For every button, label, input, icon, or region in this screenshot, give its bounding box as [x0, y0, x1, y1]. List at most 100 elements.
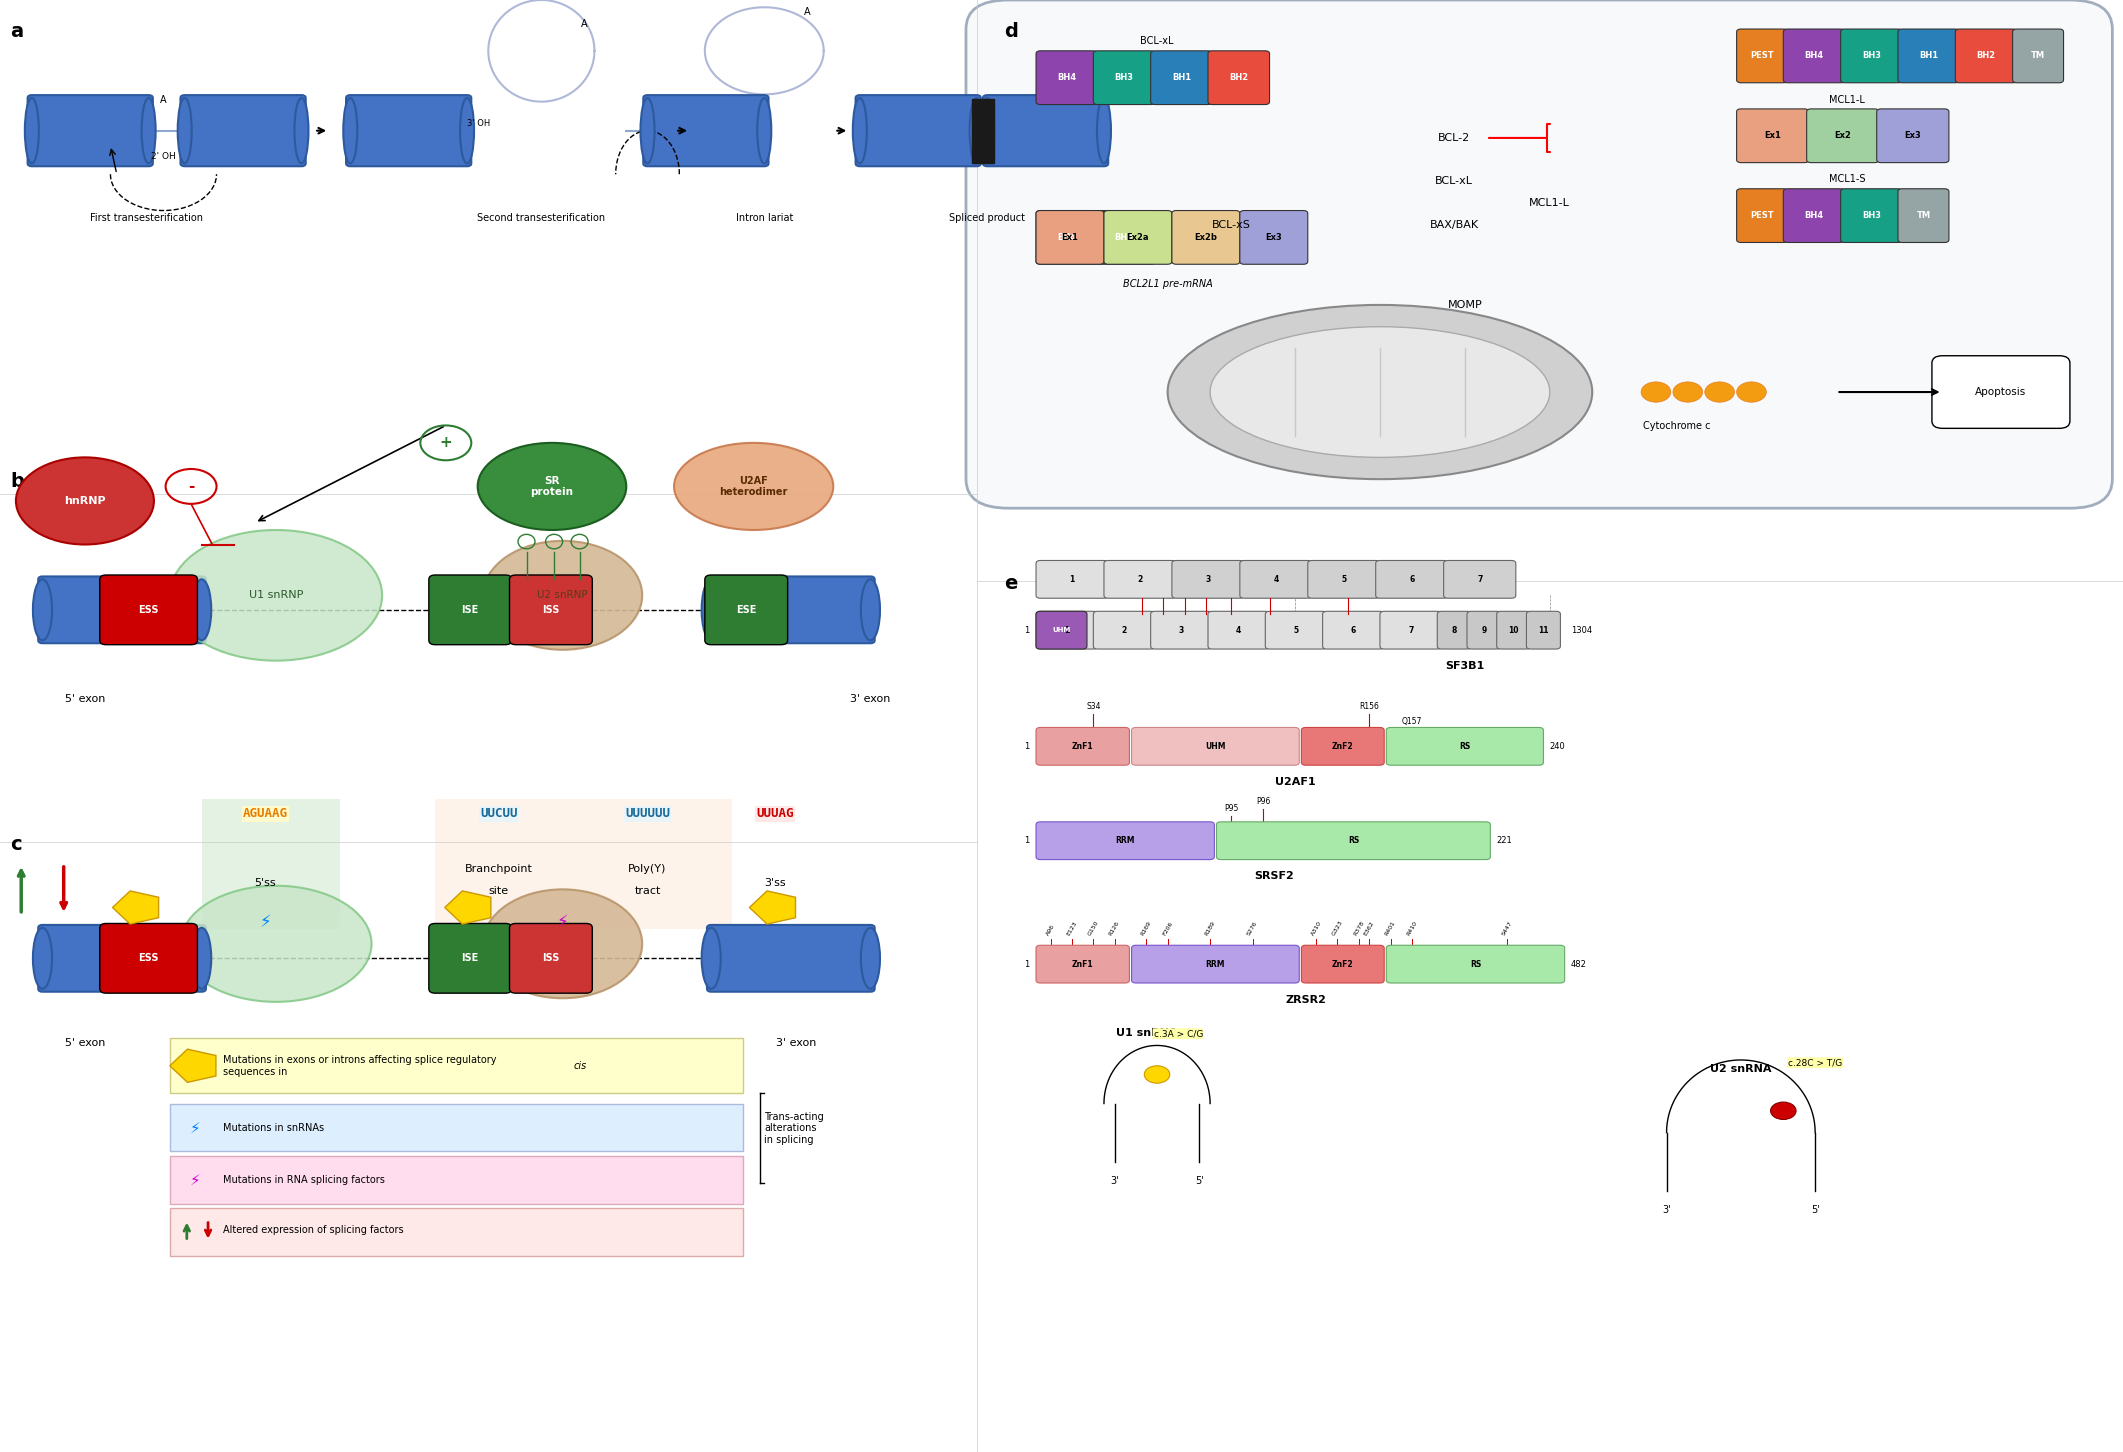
- Text: Ex3: Ex3: [1265, 232, 1282, 242]
- Text: c.3A > C/G: c.3A > C/G: [1153, 1029, 1204, 1038]
- Text: Mutations in snRNAs: Mutations in snRNAs: [223, 1124, 325, 1133]
- FancyBboxPatch shape: [1437, 611, 1471, 649]
- Text: 7: 7: [1478, 575, 1482, 584]
- FancyBboxPatch shape: [346, 94, 471, 166]
- Text: U1 snRNP: U1 snRNP: [248, 591, 304, 600]
- FancyBboxPatch shape: [1036, 945, 1129, 983]
- FancyBboxPatch shape: [2013, 29, 2064, 83]
- Ellipse shape: [484, 889, 641, 999]
- Text: BH4: BH4: [1057, 73, 1076, 83]
- Text: 2: 2: [1121, 626, 1127, 635]
- Text: R189: R189: [1204, 921, 1216, 937]
- Text: c: c: [11, 835, 21, 854]
- Text: P95: P95: [1225, 804, 1238, 813]
- FancyBboxPatch shape: [100, 575, 197, 645]
- Ellipse shape: [170, 530, 382, 661]
- Text: R410: R410: [1405, 921, 1418, 937]
- Text: ZnF2: ZnF2: [1331, 960, 1354, 968]
- Ellipse shape: [1098, 99, 1110, 164]
- FancyBboxPatch shape: [1877, 109, 1949, 163]
- Text: ISE: ISE: [461, 954, 480, 963]
- Text: S276: S276: [1246, 921, 1259, 937]
- Text: U2AF
heterodimer: U2AF heterodimer: [720, 476, 788, 497]
- FancyBboxPatch shape: [1104, 560, 1176, 598]
- FancyBboxPatch shape: [1036, 611, 1087, 649]
- Text: ESS: ESS: [138, 605, 159, 614]
- FancyBboxPatch shape: [1807, 109, 1879, 163]
- FancyBboxPatch shape: [1308, 560, 1380, 598]
- Text: 221: 221: [1497, 836, 1512, 845]
- FancyBboxPatch shape: [1132, 945, 1299, 983]
- Circle shape: [1641, 382, 1671, 402]
- FancyBboxPatch shape: [510, 923, 592, 993]
- FancyBboxPatch shape: [180, 94, 306, 166]
- FancyBboxPatch shape: [1376, 560, 1448, 598]
- FancyBboxPatch shape: [1898, 29, 1960, 83]
- Ellipse shape: [142, 99, 155, 164]
- Text: UHM: UHM: [1053, 627, 1070, 633]
- FancyBboxPatch shape: [983, 94, 1108, 166]
- Ellipse shape: [180, 886, 372, 1002]
- Text: UUUUUU: UUUUUU: [624, 807, 671, 820]
- Text: K666: K666: [1195, 575, 1216, 595]
- Bar: [170, 1104, 743, 1151]
- Text: Ex2a: Ex2a: [1127, 232, 1149, 242]
- Ellipse shape: [344, 99, 357, 164]
- Text: +: +: [439, 436, 452, 450]
- Text: TM: TM: [1917, 211, 1930, 221]
- Text: TM: TM: [2032, 51, 2044, 61]
- Text: F206: F206: [1161, 921, 1174, 937]
- Text: P96: P96: [1257, 797, 1270, 806]
- Text: 1304: 1304: [1571, 626, 1592, 635]
- FancyBboxPatch shape: [1036, 611, 1098, 649]
- FancyBboxPatch shape: [1240, 211, 1308, 264]
- Text: BH1: BH1: [1919, 51, 1938, 61]
- Text: RS: RS: [1348, 836, 1359, 845]
- Text: a: a: [11, 22, 23, 41]
- Text: Ex3: Ex3: [1904, 131, 1921, 141]
- FancyBboxPatch shape: [1093, 51, 1155, 105]
- Text: A: A: [580, 19, 588, 29]
- Text: 1: 1: [1070, 575, 1074, 584]
- Text: MCL1-S: MCL1-S: [1828, 174, 1866, 184]
- Ellipse shape: [193, 928, 210, 989]
- Text: 1: 1: [1025, 626, 1030, 635]
- Text: R126: R126: [1108, 921, 1121, 937]
- Text: cis: cis: [573, 1061, 586, 1070]
- Text: Branchpoint: Branchpoint: [465, 864, 533, 874]
- Text: BCL-xL: BCL-xL: [1140, 36, 1174, 46]
- Ellipse shape: [178, 99, 191, 164]
- FancyBboxPatch shape: [28, 94, 153, 166]
- Text: ISE: ISE: [461, 605, 480, 614]
- FancyBboxPatch shape: [1208, 51, 1270, 105]
- FancyBboxPatch shape: [1208, 611, 1270, 649]
- Text: ⚡: ⚡: [259, 913, 272, 931]
- Text: ZnF1: ZnF1: [1072, 742, 1093, 751]
- Text: 1: 1: [1064, 626, 1070, 635]
- Text: BH3: BH3: [1862, 211, 1881, 221]
- FancyBboxPatch shape: [38, 576, 206, 643]
- Text: PEST: PEST: [1749, 211, 1775, 221]
- Text: MCL1-L: MCL1-L: [1830, 94, 1864, 105]
- Text: R156: R156: [1359, 703, 1380, 711]
- Text: R378: R378: [1352, 921, 1365, 937]
- Text: hnRNP: hnRNP: [64, 497, 106, 505]
- Text: ⚡: ⚡: [189, 1173, 202, 1188]
- Text: 3'ss: 3'ss: [764, 878, 786, 889]
- Text: 5'ss: 5'ss: [255, 878, 276, 889]
- Circle shape: [1673, 382, 1703, 402]
- Bar: [202, 799, 340, 929]
- Ellipse shape: [862, 928, 881, 989]
- Text: Intron lariat: Intron lariat: [735, 213, 794, 224]
- Text: b: b: [11, 472, 25, 491]
- Ellipse shape: [1168, 305, 1592, 479]
- FancyBboxPatch shape: [1104, 211, 1172, 264]
- Ellipse shape: [295, 99, 308, 164]
- Text: SF3B1: SF3B1: [1446, 661, 1484, 671]
- Circle shape: [1737, 382, 1766, 402]
- FancyBboxPatch shape: [1036, 822, 1214, 860]
- Text: K700: K700: [1221, 575, 1242, 595]
- Text: 3' OH: 3' OH: [467, 119, 490, 128]
- FancyBboxPatch shape: [1151, 51, 1212, 105]
- Ellipse shape: [461, 99, 473, 164]
